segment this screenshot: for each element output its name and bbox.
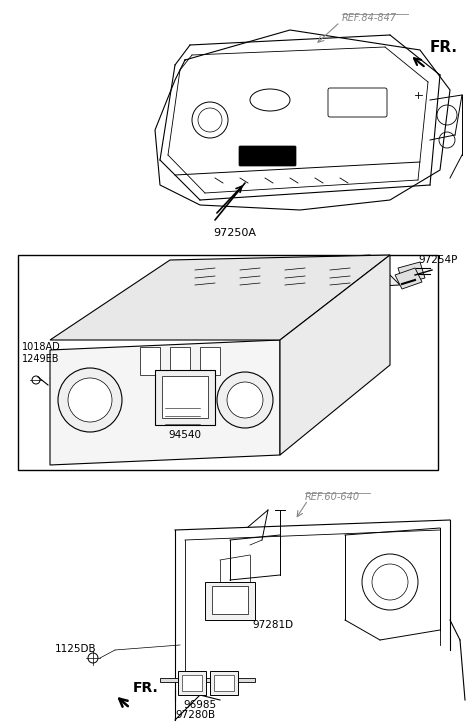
- Polygon shape: [280, 255, 390, 455]
- Text: 94540: 94540: [169, 430, 202, 440]
- Text: REF.60-640: REF.60-640: [305, 492, 360, 502]
- Bar: [170, 347, 190, 375]
- Circle shape: [68, 378, 112, 422]
- Text: 97280B: 97280B: [175, 710, 215, 720]
- Circle shape: [362, 554, 418, 610]
- Polygon shape: [170, 255, 400, 295]
- Polygon shape: [398, 262, 425, 284]
- Bar: [214, 675, 234, 691]
- Bar: [182, 675, 202, 691]
- Bar: [155, 370, 215, 425]
- FancyBboxPatch shape: [239, 146, 296, 166]
- Bar: [162, 376, 208, 418]
- Bar: [212, 586, 248, 614]
- Bar: [18, 255, 438, 470]
- Bar: [205, 582, 255, 620]
- Text: 1249EB: 1249EB: [22, 354, 59, 364]
- Circle shape: [217, 372, 273, 428]
- Text: FR.: FR.: [430, 41, 458, 55]
- Text: 1018AD: 1018AD: [22, 342, 61, 352]
- Bar: [210, 671, 238, 695]
- Polygon shape: [50, 255, 390, 340]
- Text: FR.: FR.: [133, 681, 159, 695]
- Text: 97254P: 97254P: [418, 255, 457, 265]
- Bar: [140, 347, 160, 375]
- Bar: [200, 347, 220, 375]
- Polygon shape: [395, 268, 422, 289]
- Circle shape: [227, 382, 263, 418]
- Text: REF.84-847: REF.84-847: [342, 13, 397, 23]
- Text: 1125DB: 1125DB: [55, 644, 97, 654]
- Text: 96985: 96985: [184, 700, 217, 710]
- Circle shape: [58, 368, 122, 432]
- Text: 97281D: 97281D: [252, 620, 293, 630]
- Text: 97250A: 97250A: [213, 228, 256, 238]
- Polygon shape: [50, 340, 280, 465]
- Polygon shape: [160, 678, 255, 682]
- Bar: [178, 671, 206, 695]
- Circle shape: [372, 564, 408, 600]
